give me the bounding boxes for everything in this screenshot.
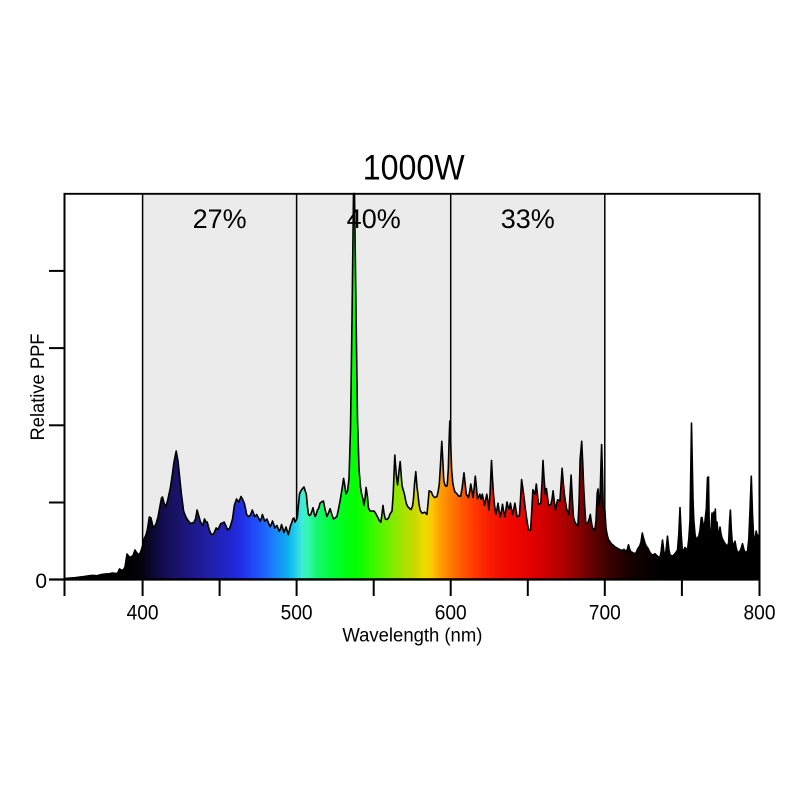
svg-text:500: 500: [281, 601, 313, 624]
svg-text:600: 600: [435, 601, 467, 624]
svg-text:27%: 27%: [193, 204, 247, 234]
svg-text:800: 800: [744, 601, 776, 624]
svg-text:33%: 33%: [501, 204, 555, 234]
svg-text:Wavelength (nm): Wavelength (nm): [342, 625, 482, 646]
svg-text:Relative PPF: Relative PPF: [28, 334, 49, 441]
svg-text:400: 400: [127, 601, 159, 624]
svg-text:1000W: 1000W: [363, 147, 465, 187]
svg-text:700: 700: [589, 601, 621, 624]
svg-text:0: 0: [35, 570, 47, 593]
